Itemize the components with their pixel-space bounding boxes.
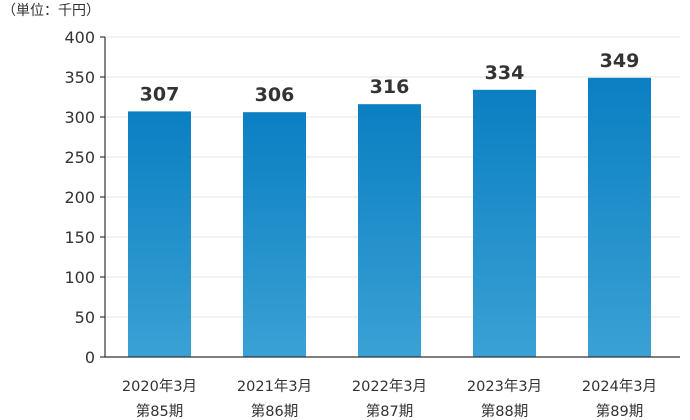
y-tick-label: 400 <box>64 28 95 47</box>
bar-value-label: 334 <box>485 62 525 84</box>
bar <box>358 104 421 357</box>
bar-value-label: 349 <box>600 50 640 72</box>
x-category-label: 2024年3月 <box>582 378 657 395</box>
y-tick-label: 150 <box>64 228 95 247</box>
y-tick-label: 50 <box>75 308 95 327</box>
x-category-label: 第85期 <box>136 402 183 420</box>
bar-value-label: 316 <box>370 76 410 98</box>
x-category-label: 第87期 <box>366 402 413 420</box>
bar-value-label: 307 <box>140 83 180 105</box>
x-category-label: 2023年3月 <box>467 378 542 395</box>
y-tick-label: 300 <box>64 108 95 127</box>
unit-label: （単位：千円） <box>2 3 100 19</box>
bar-value-label: 306 <box>255 84 295 106</box>
y-tick-label: 0 <box>85 348 95 367</box>
bar <box>588 77 651 358</box>
bar <box>473 89 536 358</box>
x-category-label: 第86期 <box>251 402 298 420</box>
y-tick-label: 100 <box>64 268 95 287</box>
y-tick-label: 250 <box>64 148 95 167</box>
x-category-label: 2022年3月 <box>352 378 427 395</box>
x-category-label: 第88期 <box>481 402 528 420</box>
y-tick-label: 200 <box>64 188 95 207</box>
x-category-label: 2021年3月 <box>237 378 312 395</box>
bar-layer <box>128 77 651 358</box>
x-category-label: 2020年3月 <box>122 378 197 395</box>
bar <box>243 112 306 357</box>
x-category-label: 第89期 <box>596 402 643 420</box>
y-tick-label: 350 <box>64 68 95 87</box>
bar <box>128 111 191 358</box>
